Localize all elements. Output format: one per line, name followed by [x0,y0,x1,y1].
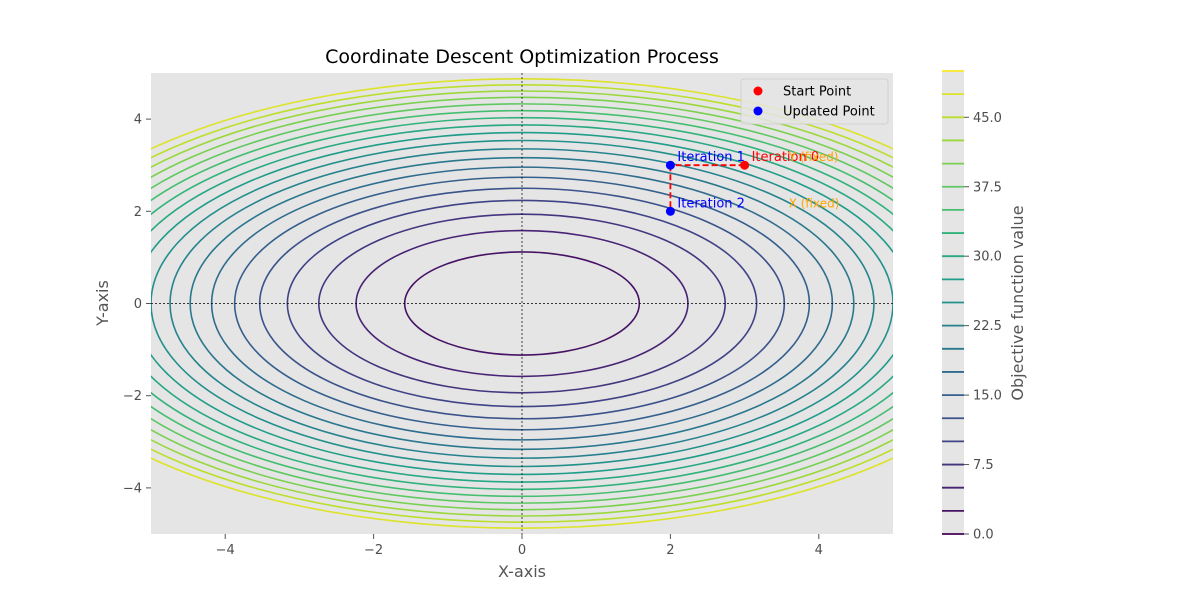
y-tick-label: −4 [123,481,142,496]
colorbar-label: Objective function value [1008,205,1027,400]
annotation-2: Iteration 2 [677,196,745,211]
y-tick-label: −2 [123,389,142,404]
annotations: Iteration 0 Iteration 1 Iteration 2 Y (fixe… [677,150,839,211]
x-tick-label: −2 [364,543,383,558]
descent-path [669,164,745,212]
colorbar-tick-label: 30.0 [973,250,1002,265]
x-tick-label: 4 [815,543,823,558]
annotation-4: X (fixed) [789,196,840,210]
legend-marker-start [753,86,763,96]
y-tick-label: 4 [134,113,142,128]
x-tick-label: 0 [518,543,526,558]
annotation-3: Y (fixed) [788,150,839,164]
legend: Start Point Updated Point [740,78,889,125]
colorbar-tick-label: 37.5 [973,180,1002,195]
updated-point-2 [665,206,675,216]
legend-marker-updated [753,106,763,116]
x-tick-label: 2 [666,543,674,558]
colorbar-tick-label: 15.0 [973,389,1002,404]
crosshair-lines [151,73,893,534]
colorbar-tick-label: 7.5 [973,458,994,473]
annotation-1: Iteration 1 [677,150,745,165]
y-tick-label: 0 [134,297,142,312]
x-tick-label: −4 [216,543,235,558]
colorbar-tick-label: 22.5 [973,319,1002,334]
updated-point-1 [665,160,675,170]
legend-box [740,78,889,125]
colorbar: 0.0 7.5 15.0 22.5 30.0 37.5 45.0 [942,70,1002,543]
x-axis-label: X-axis [498,562,546,581]
legend-label-updated: Updated Point [783,105,875,120]
data-points [665,160,750,216]
contour-level-14 [151,103,893,504]
chart-title: Coordinate Descent Optimization Process [325,46,719,68]
x-axis: −4 −2 0 2 4 [216,534,823,558]
start-point [740,160,750,170]
y-axis: −4 −2 0 2 4 [123,113,151,496]
y-axis-label: Y-axis [93,280,112,327]
annotation-0: Iteration 0 [752,150,820,165]
y-tick-label: 2 [134,205,142,220]
colorbar-tick-label: 45.0 [973,111,1002,126]
legend-label-start: Start Point [783,85,851,100]
colorbar-tick-label: 0.0 [973,528,994,543]
